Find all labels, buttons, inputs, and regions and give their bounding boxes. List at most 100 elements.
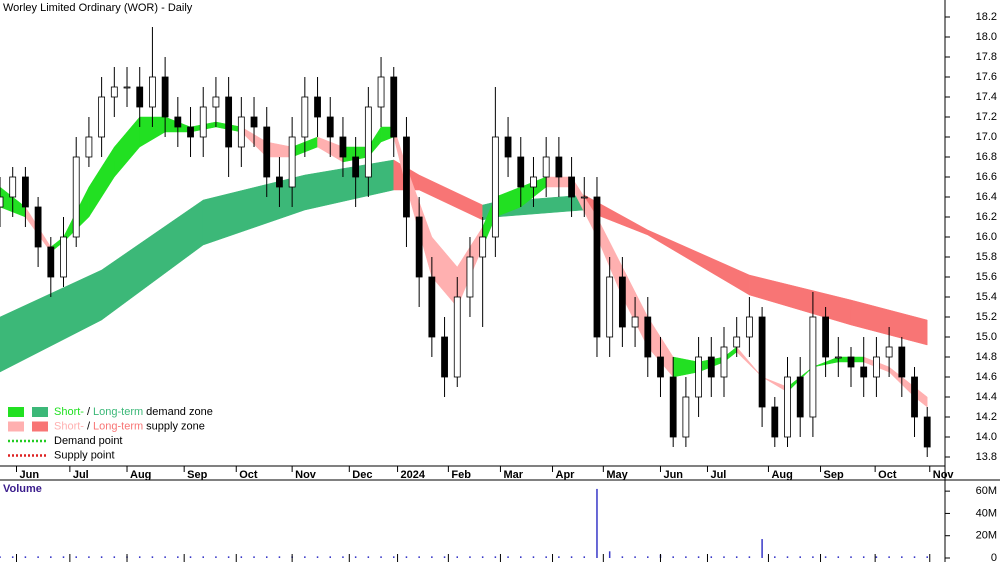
candle-body <box>733 336 741 348</box>
volume-bar <box>685 556 687 558</box>
candle-body <box>161 76 169 118</box>
x-tick-label: Jul <box>73 469 89 481</box>
candle-body <box>60 236 67 278</box>
y-tick-label: 15.4 <box>976 291 997 303</box>
volume-bar <box>901 556 903 558</box>
volume-bar <box>380 556 382 558</box>
y-tick-label: 17.2 <box>976 111 997 123</box>
legend-swatch <box>8 407 24 417</box>
volume-bar <box>926 556 928 558</box>
candle-body <box>377 76 385 108</box>
candle-body <box>250 116 258 128</box>
volume-bar <box>37 556 39 558</box>
volume-bar <box>342 556 344 558</box>
volume-bar <box>761 539 763 558</box>
candle-body <box>237 116 245 148</box>
candle-body <box>149 76 156 108</box>
candle-body <box>580 196 588 199</box>
legend-swatch <box>32 407 48 417</box>
x-tick-label: Jun <box>20 469 40 481</box>
candle-body <box>707 356 715 378</box>
y-tick-label: 16.6 <box>976 171 997 183</box>
candles <box>0 27 931 558</box>
volume-bar <box>520 556 522 558</box>
volume-bar <box>494 556 497 558</box>
volume-bar <box>558 556 560 558</box>
x-tick-label: Sep <box>187 469 207 481</box>
y-tick-label: 15.2 <box>976 311 997 323</box>
volume-bar <box>481 556 484 558</box>
volume-bar <box>850 556 852 558</box>
candle-body <box>301 96 309 138</box>
volume-bar <box>532 556 535 558</box>
candle-body <box>415 216 423 278</box>
volume-bar <box>138 556 141 558</box>
candle-body <box>34 206 42 248</box>
y-tick-label: 16.8 <box>976 151 997 163</box>
volume-bar <box>862 556 865 558</box>
volume-bar <box>253 556 255 558</box>
candle-body <box>326 116 334 138</box>
volume-bar <box>240 556 243 558</box>
y-tick-label: 17.4 <box>976 91 997 103</box>
candle-body <box>314 96 321 118</box>
y-tick-label: 18.2 <box>976 11 997 23</box>
candle-body <box>834 356 842 359</box>
candle-body <box>771 406 779 438</box>
candle-body <box>517 156 525 188</box>
x-tick-label: Dec <box>352 469 372 481</box>
volume-bar <box>888 556 890 558</box>
volume-bar <box>75 556 77 558</box>
candle-body <box>720 346 728 378</box>
volume-bar <box>50 556 52 558</box>
volume-bar <box>710 556 713 558</box>
x-tick-label: Oct <box>239 469 258 481</box>
candle-body <box>796 376 804 418</box>
candle-body <box>364 106 372 178</box>
candle-body <box>441 336 448 378</box>
volume-bar <box>837 556 840 558</box>
volume-bar <box>88 556 90 558</box>
candle-body <box>199 106 207 138</box>
candle-body <box>758 316 766 408</box>
y-tick-label: 16.0 <box>976 231 997 243</box>
candle-body <box>504 136 512 158</box>
volume-bar <box>11 556 14 558</box>
volume-bar <box>913 556 916 558</box>
volume-bar <box>583 556 586 558</box>
volume-bar <box>634 556 636 558</box>
volume-bar <box>151 556 154 558</box>
candle-body <box>695 356 702 398</box>
candle-body <box>288 136 296 188</box>
candle-body <box>136 86 144 108</box>
legend-label-part: supply zone <box>146 420 205 432</box>
legend-label-part: Short- <box>54 420 84 432</box>
candle-body <box>428 276 436 338</box>
candle-body <box>631 316 639 328</box>
y-tick-label: 17.6 <box>976 71 997 83</box>
volume-bar <box>405 556 408 558</box>
legend-label-part: / <box>87 420 91 432</box>
volume-bar <box>113 556 116 558</box>
volume-bar <box>189 556 192 558</box>
legend-label: Short- / Long-term supply zone <box>54 420 205 432</box>
candle-body <box>822 316 830 358</box>
candle-body <box>187 126 194 138</box>
volume-bar <box>62 556 65 558</box>
volume-bar <box>647 556 649 558</box>
volume-bar <box>24 556 27 558</box>
candle-body <box>911 376 918 418</box>
legend-label-part: demand zone <box>146 406 213 418</box>
volume-bar <box>316 556 319 558</box>
x-tick-label: Jul <box>710 469 726 481</box>
candle-body <box>898 346 906 378</box>
y-tick-label: 18.0 <box>976 31 997 43</box>
volume-bar <box>507 556 509 558</box>
candle-body <box>682 396 690 438</box>
x-tick-label: 2024 <box>401 469 426 481</box>
axes: 13.8 14.0 14.2 14.4 14.6 14.8 15.0 15.2 15.4 15.6… <box>16 11 997 562</box>
x-tick-label: Aug <box>771 469 792 481</box>
candle-body <box>923 416 931 448</box>
